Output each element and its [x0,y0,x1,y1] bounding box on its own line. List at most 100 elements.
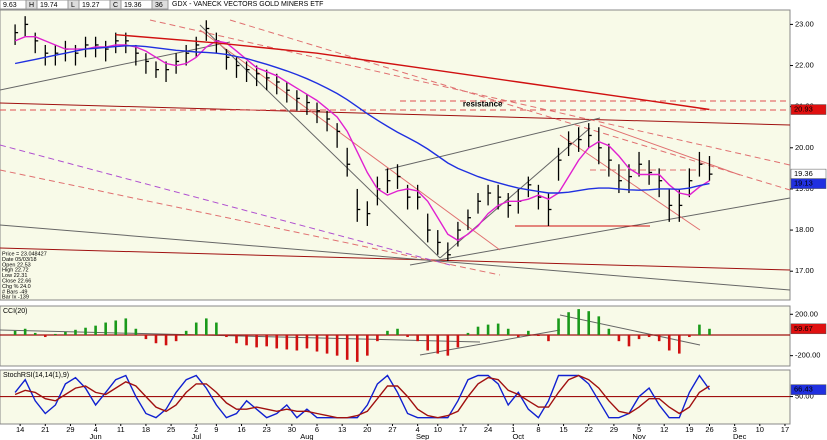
cci-bar [225,334,228,338]
value-flag [790,104,827,115]
x-tick-label: 1 [511,425,515,434]
x-tick-label: 21 [41,425,49,434]
y-tick-label: 17.00 [795,266,814,275]
cci-bar [285,334,289,350]
cci-bar [54,333,57,335]
x-tick-label: 8 [536,425,540,434]
trendline [199,24,441,259]
header-text: 19.74 [40,2,58,9]
header-text: 36 [155,2,163,9]
cci-bar [355,334,359,362]
cci-bar [174,334,178,342]
y-tick-label: 18.00 [795,225,814,234]
series-line [115,34,710,111]
x-tick-label: 16 [237,425,245,434]
cci-bar [245,334,248,346]
y-tick-label: 200.00 [795,309,818,318]
cci-bar [396,328,399,335]
x-tick-label: 2 [194,425,198,434]
x-tick-label: 15 [559,425,567,434]
info-line: Open 22.53 [2,262,31,268]
panel-title: StochRSI(14,14(1),9) [3,372,69,379]
x-tick-label: 22 [585,425,593,434]
cci-bar [64,331,67,335]
cci-bar [84,327,87,335]
cci-bar [33,332,37,335]
y-tick-label: 50.00 [795,392,814,401]
x-month-label: Sep [416,432,429,440]
cci-bar [416,334,419,342]
cci-bar [345,334,349,360]
x-tick-label: 25 [167,425,175,434]
x-tick-label: 11 [117,425,125,434]
trendline [0,144,451,266]
cci-bar [386,330,389,335]
x-tick-label: 4 [94,425,98,434]
cci-bar [184,330,188,335]
cci-bar [637,334,641,340]
cci-trendline [559,314,701,346]
cci-bar [74,329,77,335]
cci-bar [446,334,450,356]
value-flag-label: 59.67 [794,324,813,333]
header-text: 19.27 [82,2,100,9]
cci-bar [476,326,480,335]
cci-bar [647,334,651,338]
info-line: Bar Ix -139 [2,295,29,301]
value-flag [790,384,827,395]
cci-bar [557,318,560,335]
trendline [0,41,231,91]
x-tick-label: 20 [363,425,371,434]
cci-bar [124,318,128,335]
header-text: C [113,2,118,9]
info-line: Close 22.66 [2,278,31,284]
cci-bar [315,334,319,352]
cci-bar [305,334,309,349]
panel-title: GDX - VANECK VECTORS GOLD MINERS ETF [172,1,323,8]
value-flag-label: 19.36 [794,169,813,178]
cci-bar [577,309,580,335]
info-line: Price = 23.048427 [2,251,47,257]
cci-bar [265,334,268,347]
cci-bar [657,334,661,342]
trendline [0,169,501,276]
y-tick-label: 23.00 [795,19,814,28]
cci-bar [597,316,601,335]
annotation: resistance [463,100,503,109]
cci-bar [567,312,570,335]
x-month-label: Nov [632,432,646,440]
cci-bar [325,334,329,354]
series-line [14,374,711,419]
trendline [229,19,791,191]
header-box [151,0,169,10]
cci-panel [0,305,791,367]
x-tick-label: 4 [416,425,420,434]
trendline [199,29,501,251]
trendline [599,124,741,176]
cci-bar [376,334,379,342]
support-line [0,247,791,271]
cci-bar [114,320,118,335]
cci-bar [496,323,500,335]
cci-bar [104,322,107,335]
cci-bar [144,334,148,340]
cci-bar [366,334,369,356]
x-tick-label: 14 [16,425,24,434]
x-tick-label: 5 [637,425,641,434]
cci-bar [215,322,218,335]
x-tick-label: 26 [705,425,713,434]
x-tick-label: 9 [214,425,218,434]
y-tick-label: 20.00 [795,143,814,152]
cci-bar [587,311,591,335]
cci-trendline [0,329,481,343]
y-tick-label: -200.00 [795,351,820,360]
cci-bar [335,334,339,356]
cci-bar [607,328,611,335]
value-flag-label: 66.43 [794,385,813,394]
cci-bar [255,334,258,348]
cci-bar [456,334,460,348]
info-line: Chg % 24.0 [2,284,31,290]
cci-bar [486,324,490,335]
cci-bar [194,322,198,335]
x-month-label: Oct [512,432,525,440]
